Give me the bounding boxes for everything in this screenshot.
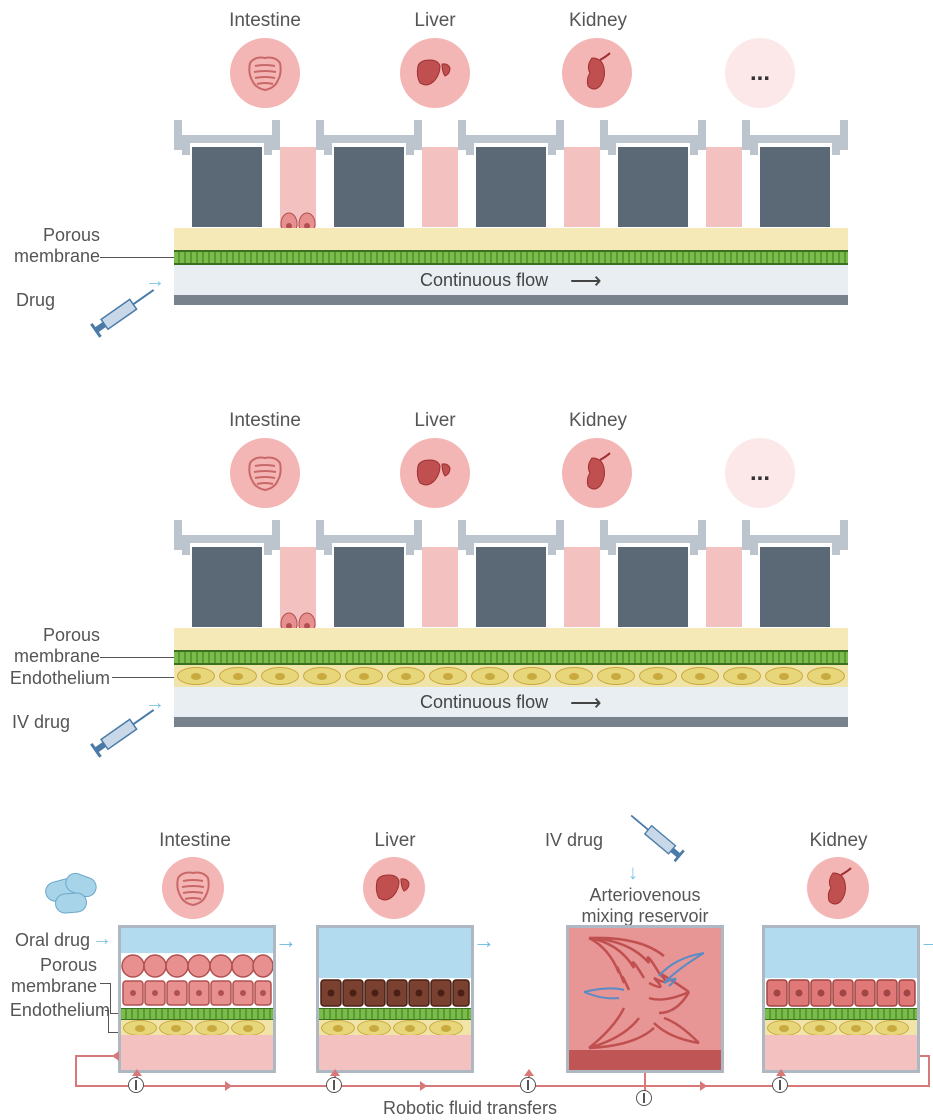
ivdrug-arrow-c: → (624, 864, 647, 884)
chip-liver (316, 925, 474, 1073)
label-ivdrug-c: IV drug (545, 830, 610, 851)
line-endo-b (112, 677, 174, 678)
flow-bottom-a (174, 295, 848, 305)
label-ivdrug-b: IV drug (5, 712, 70, 733)
oraldrug-arrow: → (92, 928, 112, 951)
pa-right1 (225, 1081, 232, 1091)
pa-up3 (524, 1069, 534, 1076)
pump-2 (326, 1077, 342, 1093)
line-porous-c3 (110, 1013, 118, 1014)
gap-a-3 (564, 147, 600, 227)
organ-liver-c (363, 857, 425, 919)
endothelium-b (174, 665, 848, 687)
pump-1 (128, 1077, 144, 1093)
label-arteriovenous: Arteriovenous mixing reservoir (570, 885, 720, 927)
pump-5 (772, 1077, 788, 1093)
label-drug-a: Drug (5, 290, 55, 311)
pa-up4 (776, 1069, 786, 1076)
label-liver-c: Liver (370, 830, 420, 852)
label-porous-a: Porous membrane (5, 225, 100, 267)
pump-3 (520, 1077, 536, 1093)
label-kidney-a: Kidney (568, 10, 628, 32)
well-a-5 (742, 120, 848, 220)
chip-kidney-arrow: → (919, 928, 933, 954)
label-endo-c: Endothelium (0, 1000, 110, 1021)
chip-intestine-arrow: → (275, 928, 297, 954)
well-a-1 (174, 120, 280, 220)
pa-up1 (132, 1069, 142, 1076)
pa-right3 (700, 1081, 707, 1091)
organ-kidney-b (562, 438, 632, 508)
well-a-2 (316, 120, 422, 220)
label-liver-b: Liver (410, 410, 460, 432)
pa-left-return (112, 1051, 119, 1061)
organ-liver-b (400, 438, 470, 508)
pills-icon (40, 875, 110, 920)
membrane-b (174, 650, 848, 665)
flow-line-main (75, 1085, 930, 1087)
syringe-arrow-b: → (145, 692, 165, 715)
chip-intestine (118, 925, 276, 1073)
label-kidney-c: Kidney (806, 830, 871, 852)
organ-kidney-c (807, 857, 869, 919)
flow-arrow-a: ⟶ (570, 268, 602, 294)
well-b-3 (458, 520, 564, 620)
line-porous-c1 (100, 983, 110, 984)
label-kidney-b: Kidney (568, 410, 628, 432)
organ-intestine-c (162, 857, 224, 919)
line-porous-b (100, 657, 174, 658)
well-b-1 (174, 520, 280, 620)
yellow-band-a (174, 228, 848, 250)
organ-more-b: ... (725, 438, 795, 508)
reservoir (566, 925, 724, 1073)
line-endo-c3 (108, 1032, 118, 1033)
organ-intestine-a (230, 38, 300, 108)
yellow-band-b (174, 628, 848, 650)
chip-liver-arrow: → (473, 928, 495, 954)
gap-b-2 (422, 547, 458, 627)
pump-4 (636, 1090, 652, 1106)
flow-arrow-b: ⟶ (570, 690, 602, 716)
pa-right2 (420, 1081, 427, 1091)
label-intestine-c: Intestine (155, 830, 235, 852)
label-liver-a: Liver (410, 10, 460, 32)
panel-c: Intestine Liver Kidney IV drug → Arterio… (0, 830, 933, 1120)
organ-liver-a (400, 38, 470, 108)
pa-up2 (330, 1069, 340, 1076)
flow-right-h (920, 1055, 930, 1057)
syringe-arrow-a: → (145, 270, 165, 293)
gap-a-4 (706, 147, 742, 227)
line-porous-c2 (110, 983, 111, 1013)
syringe-c (615, 808, 695, 863)
organ-more-a: ... (725, 38, 795, 108)
gap-b-4 (706, 547, 742, 627)
organ-kidney-a (562, 38, 632, 108)
flow-text-a: Continuous flow (420, 270, 548, 291)
well-b-4 (600, 520, 706, 620)
well-a-3 (458, 120, 564, 220)
label-porous-c: Porous membrane (2, 955, 97, 997)
well-b-5 (742, 520, 848, 620)
gap-a-2 (422, 147, 458, 227)
label-robotic: Robotic fluid transfers (370, 1098, 570, 1119)
panel-a: Intestine Liver Kidney ... Continuous fl… (0, 10, 933, 380)
flow-right-v (928, 1055, 930, 1087)
label-porous-b: Porous membrane (5, 625, 100, 667)
panel-b: Intestine Liver Kidney ... Continuous (0, 410, 933, 800)
membrane-a (174, 250, 848, 265)
chip-kidney (762, 925, 920, 1073)
flow-return-left (75, 1055, 77, 1087)
organ-intestine-b (230, 438, 300, 508)
label-oraldrug: Oral drug (5, 930, 90, 951)
line-endo-c2 (108, 1010, 109, 1032)
line-porous-a (100, 257, 174, 258)
label-endo-b: Endothelium (0, 668, 110, 689)
well-a-4 (600, 120, 706, 220)
flow-bottom-b (174, 717, 848, 727)
label-intestine-a: Intestine (225, 10, 305, 32)
flow-text-b: Continuous flow (420, 692, 548, 713)
gap-b-3 (564, 547, 600, 627)
well-b-2 (316, 520, 422, 620)
label-intestine-b: Intestine (225, 410, 305, 432)
